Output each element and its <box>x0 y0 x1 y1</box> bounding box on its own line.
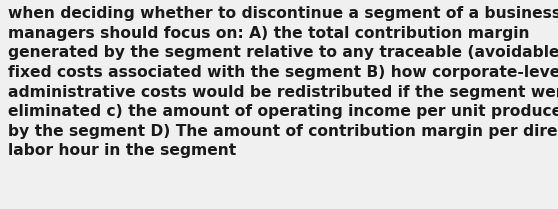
Text: when deciding whether to discontinue a segment of a business,
managers should fo: when deciding whether to discontinue a s… <box>8 6 558 158</box>
